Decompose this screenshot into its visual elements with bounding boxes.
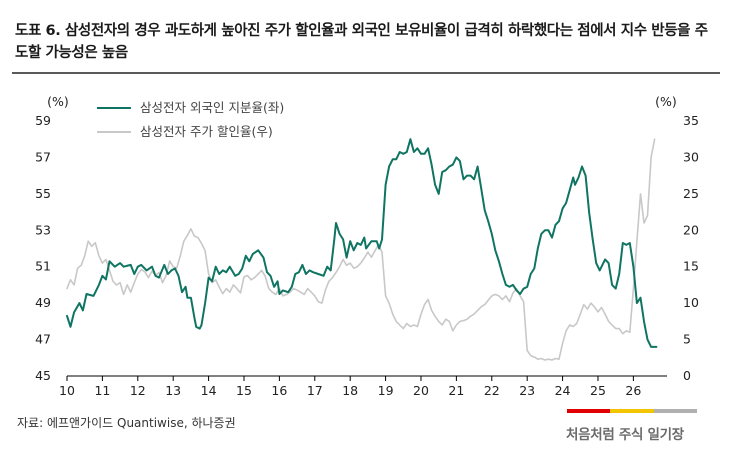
x-tick-label: 24 <box>555 383 571 398</box>
y-left-tick-label: 45 <box>35 368 51 383</box>
x-tick-label: 25 <box>590 383 606 398</box>
y-left-tick-label: 57 <box>35 149 51 164</box>
x-tick-label: 17 <box>307 383 323 398</box>
chart-series <box>66 138 658 361</box>
x-tick-label: 12 <box>130 383 146 398</box>
y-right-tick-label: 35 <box>683 113 699 128</box>
title-divider <box>12 72 720 74</box>
brand-color-bar <box>567 409 697 413</box>
chart-axes: 10 11 12 13 14 15 16 17 18 19 20 21 22 23 24 25 26 45 47 49… <box>35 94 699 398</box>
x-tick-label: 18 <box>342 383 358 398</box>
legend-label-foreign-ownership: 삼성전자 외국인 지분율(좌) <box>140 100 284 115</box>
y-left-tick-label: 59 <box>35 113 51 128</box>
x-tick-label: 13 <box>165 383 181 398</box>
chart-legend: 삼성전자 외국인 지분율(좌) 삼성전자 주가 할인율(우) <box>97 100 284 139</box>
y-left-tick-label: 47 <box>35 332 51 347</box>
y-left-unit-label: (%) <box>47 94 69 109</box>
x-tick-label: 19 <box>378 383 394 398</box>
x-tick-label: 23 <box>519 383 535 398</box>
y-left-tick-label: 55 <box>35 186 51 201</box>
x-tick-label: 10 <box>59 383 75 398</box>
legend-label-discount-rate: 삼성전자 주가 할인율(우) <box>140 124 273 139</box>
series-line-discount-rate <box>66 138 656 361</box>
line-chart: 10 11 12 13 14 15 16 17 18 19 20 21 22 23 24 25 26 45 47 49… <box>35 94 699 398</box>
x-tick-label: 26 <box>625 383 641 398</box>
y-left-tick-label: 51 <box>35 259 51 274</box>
y-right-tick-label: 15 <box>683 259 699 274</box>
y-right-tick-label: 30 <box>683 149 699 164</box>
y-right-unit-label: (%) <box>655 94 677 109</box>
x-tick-label: 14 <box>201 383 217 398</box>
brand-bar-gray <box>653 409 697 413</box>
x-tick-label: 15 <box>236 383 252 398</box>
series-line-foreign-ownership <box>66 138 658 348</box>
source-note: 자료: 에프앤가이드 Quantiwise, 하나증권 <box>17 416 236 430</box>
y-right-tick-label: 20 <box>683 222 699 237</box>
y-right-tick-label: 0 <box>683 368 691 383</box>
y-right-tick-label: 10 <box>683 295 699 310</box>
chart-title: 도표 6. 삼성전자의 경우 과도하게 높아진 주가 할인율과 외국인 보유비율… <box>15 23 708 61</box>
x-tick-label: 16 <box>271 383 287 398</box>
y-right-tick-label: 5 <box>683 332 691 347</box>
x-tick-label: 21 <box>448 383 464 398</box>
brand-bar-red <box>567 409 611 413</box>
y-left-tick-label: 49 <box>35 295 51 310</box>
x-tick-label: 11 <box>94 383 110 398</box>
y-left-tick-label: 53 <box>35 222 51 237</box>
brand-logo-text: 처음처럼 주식 일기장 <box>566 427 684 443</box>
brand-bar-yellow <box>610 409 654 413</box>
x-tick-label: 22 <box>484 383 500 398</box>
x-tick-label: 20 <box>413 383 429 398</box>
y-right-tick-label: 25 <box>683 186 699 201</box>
